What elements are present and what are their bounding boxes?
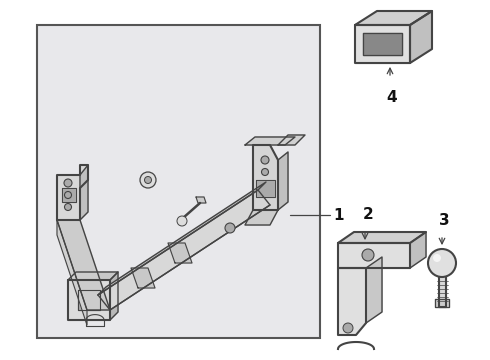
Circle shape [262, 168, 269, 176]
Circle shape [362, 249, 374, 261]
Text: 1: 1 [333, 207, 343, 222]
Polygon shape [78, 290, 100, 310]
Circle shape [343, 323, 353, 333]
Circle shape [428, 249, 456, 277]
Bar [37, 25, 320, 338]
Polygon shape [366, 257, 382, 323]
Polygon shape [355, 11, 432, 25]
Circle shape [261, 156, 269, 164]
Polygon shape [363, 33, 402, 55]
Circle shape [433, 254, 441, 262]
Polygon shape [245, 210, 278, 225]
Polygon shape [110, 272, 118, 320]
Polygon shape [253, 145, 278, 210]
Polygon shape [98, 182, 266, 295]
Circle shape [145, 176, 151, 184]
Circle shape [65, 203, 72, 211]
Polygon shape [80, 165, 88, 220]
Polygon shape [338, 268, 366, 335]
Circle shape [65, 192, 72, 198]
Polygon shape [256, 180, 275, 197]
Polygon shape [98, 190, 270, 310]
Polygon shape [245, 137, 295, 145]
Circle shape [140, 172, 156, 188]
Polygon shape [62, 188, 76, 202]
Polygon shape [196, 197, 206, 203]
Polygon shape [278, 152, 288, 210]
Polygon shape [278, 135, 305, 145]
Polygon shape [355, 25, 410, 63]
Polygon shape [57, 165, 88, 220]
Polygon shape [168, 243, 192, 263]
Polygon shape [338, 232, 426, 243]
Text: 4: 4 [387, 90, 397, 105]
Circle shape [177, 216, 187, 226]
Text: 3: 3 [439, 213, 449, 228]
Polygon shape [439, 275, 445, 307]
Polygon shape [410, 11, 432, 63]
Polygon shape [57, 220, 87, 325]
Circle shape [64, 179, 72, 187]
Polygon shape [435, 299, 449, 307]
Polygon shape [131, 268, 155, 288]
Polygon shape [68, 280, 110, 320]
Polygon shape [410, 232, 426, 268]
Polygon shape [338, 243, 410, 268]
Polygon shape [68, 272, 118, 280]
Circle shape [225, 223, 235, 233]
Text: 2: 2 [363, 207, 373, 222]
Polygon shape [57, 220, 110, 310]
